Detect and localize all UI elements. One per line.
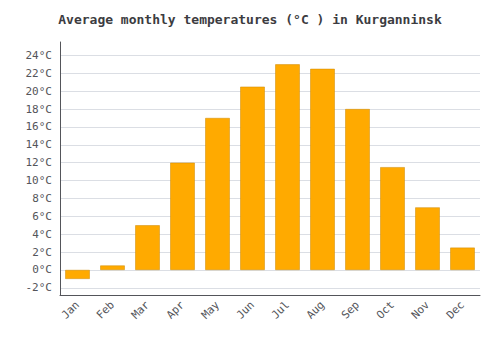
svg-text:16°C: 16°C — [26, 120, 53, 133]
svg-text:Mar: Mar — [129, 298, 152, 321]
svg-text:Jan: Jan — [59, 298, 82, 321]
svg-text:Jul: Jul — [269, 298, 292, 321]
svg-text:Sep: Sep — [339, 298, 362, 321]
svg-text:18°C: 18°C — [26, 103, 53, 116]
svg-text:Oct: Oct — [374, 298, 397, 321]
svg-text:May: May — [199, 298, 222, 321]
svg-text:2°C: 2°C — [32, 246, 52, 259]
svg-text:Apr: Apr — [164, 298, 187, 321]
svg-text:-2°C: -2°C — [26, 281, 53, 294]
svg-text:20°C: 20°C — [26, 85, 53, 98]
svg-text:Jun: Jun — [234, 298, 257, 321]
svg-text:14°C: 14°C — [26, 138, 53, 151]
svg-text:Average monthly temperatures (: Average monthly temperatures (°C ) in Ku… — [58, 12, 442, 27]
svg-text:Feb: Feb — [94, 298, 117, 321]
svg-text:6°C: 6°C — [32, 210, 52, 223]
svg-text:4°C: 4°C — [32, 228, 52, 241]
svg-text:Nov: Nov — [409, 298, 432, 321]
svg-text:Aug: Aug — [304, 298, 327, 321]
svg-text:Dec: Dec — [444, 298, 467, 321]
svg-text:0°C: 0°C — [32, 263, 52, 276]
svg-text:10°C: 10°C — [26, 174, 53, 187]
svg-text:8°C: 8°C — [32, 192, 52, 205]
svg-text:24°C: 24°C — [26, 49, 53, 62]
svg-text:12°C: 12°C — [26, 156, 53, 169]
svg-text:22°C: 22°C — [26, 67, 53, 80]
